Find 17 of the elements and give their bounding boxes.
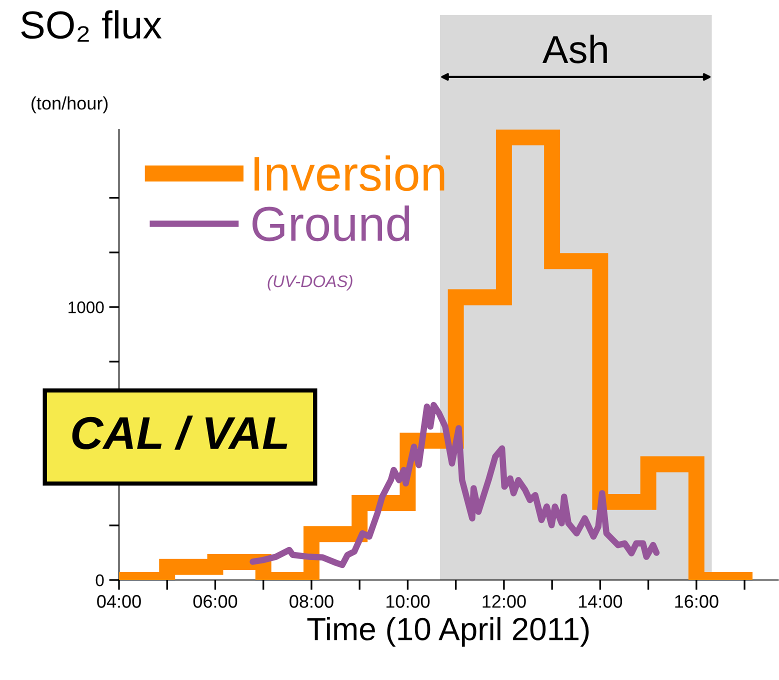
x-tick-label: 10:00 [386,595,430,608]
x-tick-label: 12:00 [482,595,526,608]
legend-label: Ground [252,206,410,242]
chart-title: SO₂ flux [21,10,162,42]
y-axis-title: (ton/hour) [32,96,108,114]
band-label: Ash [542,34,607,64]
y-tick-label: 0 [96,574,104,586]
y-tick-label: 1000 [68,301,104,314]
x-tick-label: 04:00 [97,595,141,608]
annotation: CAL / VAL [72,416,288,450]
x-tick-label: 08:00 [290,595,334,608]
x-tick-label: 14:00 [578,595,622,608]
legend-label: Inversion [254,155,444,192]
annotation: (UV-DOAS) [268,274,352,290]
x-tick-label: 06:00 [193,595,238,608]
x-tick-label: 16:00 [675,595,718,608]
x-axis-title: Time (10 April 2011) [307,616,589,647]
